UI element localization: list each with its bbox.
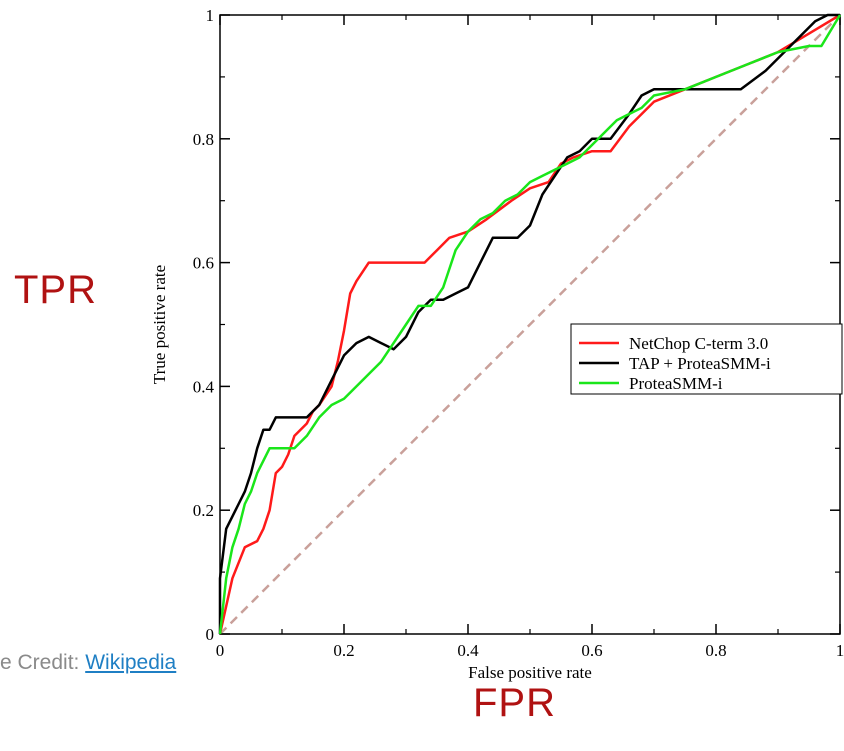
x-tick-label: 0.6 [581, 641, 602, 660]
tpr-label: TPR [14, 268, 97, 312]
series-lines [218, 13, 842, 635]
x-axis-ticks: 0 0.2 0.4 0.6 0.8 1 [216, 15, 844, 660]
y-tick-label: 1 [206, 6, 215, 25]
y-tick-label: 0.4 [193, 377, 215, 396]
y-tick-label: 0.6 [193, 254, 214, 273]
credit-prefix: e Credit: [0, 651, 86, 674]
image-credit: e Credit: Wikipedia [0, 651, 176, 675]
fpr-label: FPR [473, 681, 556, 725]
random-classifier-diagonal [219, 14, 841, 635]
legend-entry: TAP + ProteaSMM-i [629, 354, 771, 373]
series-line-netchop-c-term-3-0 [218, 13, 841, 635]
legend-entry: NetChop C-term 3.0 [629, 334, 768, 353]
x-tick-label: 0 [216, 641, 225, 660]
x-tick-label: 0.4 [457, 641, 479, 660]
y-axis-title: True positive rate [150, 265, 169, 384]
y-tick-label: 0.2 [193, 501, 214, 520]
y-tick-label: 0 [206, 625, 215, 644]
x-tick-label: 1 [836, 641, 844, 660]
series-line-tap-proteasmm-i [218, 13, 840, 634]
y-tick-label: 0.8 [193, 130, 214, 149]
wikipedia-link[interactable]: Wikipedia [85, 651, 177, 674]
legend-entry: ProteaSMM-i [629, 374, 723, 393]
x-tick-label: 0.2 [333, 641, 354, 660]
series-line-proteasmm-i [218, 14, 842, 635]
x-axis-title: False positive rate [468, 663, 592, 682]
y-axis-ticks: 0 0.2 0.4 0.6 0.8 1 [193, 6, 840, 644]
x-tick-label: 0.8 [705, 641, 726, 660]
